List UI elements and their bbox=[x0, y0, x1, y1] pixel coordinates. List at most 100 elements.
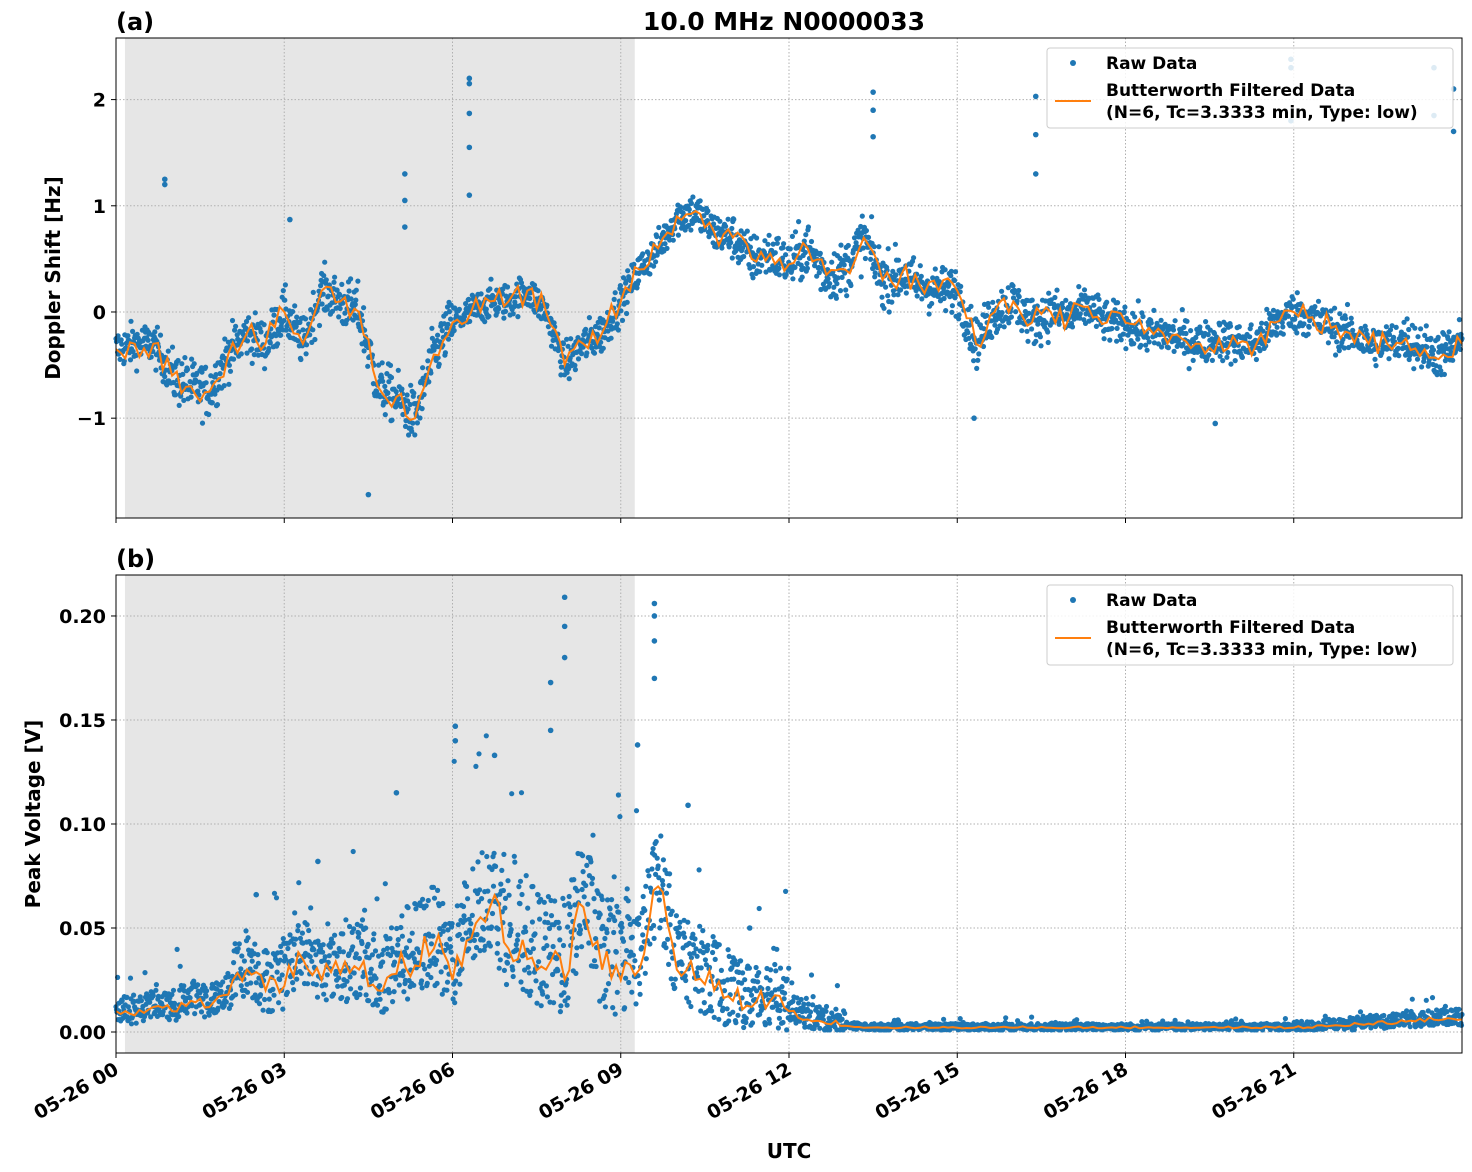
raw-data-point bbox=[412, 432, 418, 438]
raw-data-point bbox=[522, 924, 528, 930]
raw-data-point bbox=[659, 878, 666, 884]
raw-data-point bbox=[153, 987, 159, 993]
raw-data-point bbox=[814, 273, 820, 279]
filtered-data-line bbox=[115, 209, 1463, 422]
raw-data-point bbox=[1391, 334, 1397, 340]
raw-data-point bbox=[561, 902, 568, 908]
raw-data-point bbox=[565, 924, 571, 930]
raw-data-point bbox=[838, 242, 844, 248]
raw-data-outlier bbox=[466, 75, 473, 82]
raw-data-point bbox=[629, 934, 635, 940]
raw-data-point bbox=[396, 982, 402, 988]
raw-data-point bbox=[741, 253, 747, 260]
raw-data-point bbox=[431, 895, 438, 901]
raw-data-point bbox=[399, 933, 405, 939]
raw-data-point bbox=[913, 288, 919, 294]
raw-data-point bbox=[863, 228, 870, 234]
raw-data-point bbox=[827, 281, 833, 287]
raw-data-outlier bbox=[870, 133, 876, 140]
raw-data-point bbox=[310, 327, 316, 333]
raw-data-point bbox=[479, 896, 485, 902]
raw-data-point bbox=[176, 1013, 182, 1020]
raw-data-point bbox=[504, 960, 511, 966]
raw-data-point bbox=[658, 833, 664, 839]
raw-data-point bbox=[256, 975, 262, 981]
raw-data-point bbox=[457, 981, 463, 987]
raw-data-point bbox=[776, 265, 782, 271]
raw-data-outlier bbox=[287, 216, 293, 223]
raw-data-point bbox=[380, 959, 386, 965]
raw-data-point bbox=[1186, 366, 1192, 372]
raw-data-point bbox=[649, 866, 655, 872]
raw-data-point bbox=[1193, 334, 1199, 341]
raw-data-point bbox=[527, 295, 533, 302]
raw-data-point bbox=[515, 314, 521, 320]
raw-data-point bbox=[387, 362, 394, 368]
raw-data-point bbox=[523, 873, 529, 879]
raw-data-point bbox=[377, 983, 383, 989]
raw-data-point bbox=[497, 957, 503, 963]
raw-data-point bbox=[277, 957, 283, 963]
raw-data-point bbox=[195, 388, 201, 394]
raw-data-point bbox=[1115, 300, 1121, 306]
raw-data-point bbox=[350, 848, 356, 855]
raw-data-point bbox=[757, 1011, 763, 1017]
raw-data-point bbox=[502, 895, 509, 902]
raw-data-point bbox=[1280, 324, 1286, 330]
raw-data-point bbox=[862, 255, 869, 262]
raw-data-point bbox=[330, 940, 336, 946]
raw-data-point bbox=[220, 979, 226, 985]
raw-data-point bbox=[383, 1006, 389, 1012]
raw-data-point bbox=[281, 318, 287, 324]
raw-data-point bbox=[257, 992, 264, 998]
raw-data-point bbox=[409, 428, 415, 434]
raw-data-point bbox=[602, 1004, 609, 1010]
raw-data-point bbox=[611, 874, 617, 880]
raw-data-point bbox=[336, 314, 342, 320]
raw-data-point bbox=[324, 306, 330, 312]
raw-data-point bbox=[1076, 297, 1082, 303]
raw-data-point bbox=[543, 983, 550, 989]
raw-data-point bbox=[1446, 329, 1452, 335]
raw-data-point bbox=[1045, 329, 1051, 335]
raw-data-point bbox=[271, 992, 277, 998]
raw-data-point bbox=[942, 267, 948, 273]
raw-data-point bbox=[527, 992, 533, 999]
raw-data-point bbox=[1120, 321, 1126, 327]
raw-data-point bbox=[612, 917, 618, 924]
raw-data-point bbox=[1029, 297, 1035, 303]
raw-data-point bbox=[1393, 324, 1399, 330]
raw-data-point bbox=[1441, 371, 1447, 377]
raw-data-point bbox=[353, 297, 359, 303]
raw-data-point bbox=[1429, 351, 1436, 357]
raw-data-point bbox=[212, 391, 218, 397]
raw-data-point bbox=[1077, 311, 1083, 317]
raw-data-point bbox=[360, 973, 366, 980]
raw-data-point bbox=[1135, 298, 1141, 304]
raw-data-point bbox=[1190, 357, 1196, 363]
raw-data-point bbox=[121, 358, 127, 364]
raw-data-point bbox=[663, 890, 670, 896]
raw-data-point bbox=[379, 360, 385, 366]
raw-data-point bbox=[642, 907, 648, 914]
raw-data-point bbox=[1274, 324, 1280, 330]
raw-data-point bbox=[630, 952, 637, 958]
raw-data-point bbox=[728, 240, 734, 246]
raw-data-point bbox=[616, 909, 622, 915]
raw-data-point bbox=[181, 983, 187, 989]
raw-data-point bbox=[202, 1014, 208, 1020]
raw-data-point bbox=[618, 929, 624, 935]
raw-data-point bbox=[297, 319, 303, 325]
raw-data-point bbox=[419, 406, 425, 412]
raw-data-point bbox=[684, 995, 690, 1001]
raw-data-point bbox=[833, 1006, 839, 1012]
raw-data-point bbox=[699, 987, 705, 993]
raw-data-point bbox=[324, 972, 330, 978]
raw-data-point bbox=[1138, 342, 1144, 348]
raw-data-point bbox=[735, 1012, 741, 1018]
raw-data-point bbox=[743, 1015, 749, 1021]
raw-data-point bbox=[236, 941, 242, 947]
raw-data-point bbox=[573, 970, 579, 977]
raw-data-point bbox=[825, 276, 831, 282]
raw-data-point bbox=[377, 394, 383, 400]
